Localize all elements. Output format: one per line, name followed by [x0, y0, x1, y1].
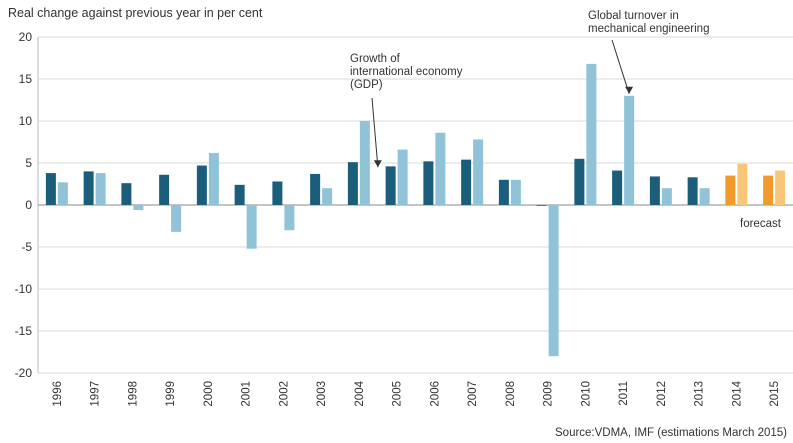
annotation-arrows [371, 39, 634, 168]
x-tick-label: 2015 [769, 381, 781, 407]
x-tick-label: 2002 [278, 381, 290, 407]
x-tick-label: 2007 [467, 381, 479, 407]
bar-gdp-2007 [473, 139, 484, 205]
bar-turnover-1997 [83, 171, 94, 205]
x-tick-label: 2012 [656, 381, 668, 407]
y-tick-label: -20 [15, 366, 33, 380]
bar-turnover-2011 [612, 170, 623, 205]
bar-gdp-2004 [359, 121, 370, 205]
bar-gdp-2006 [435, 132, 446, 205]
bar-gdp-2015 [775, 170, 786, 205]
bar-turnover-2009 [536, 205, 547, 206]
bar-gdp-2001 [246, 205, 257, 249]
bar-turnover-1996 [45, 173, 56, 205]
y-tick-label: -10 [15, 282, 33, 296]
x-tick-label: 1996 [52, 381, 64, 407]
chart-title: Real change against previous year in per… [8, 6, 263, 20]
bar-turnover-2010 [574, 158, 585, 205]
annotation-forecast: forecast [740, 218, 781, 230]
bar-turnover-1999 [159, 174, 170, 205]
annotation-gdp: Growth of international economy (GDP) [350, 53, 463, 91]
bar-turnover-2002 [272, 181, 283, 205]
x-tick-label: 2000 [203, 381, 215, 407]
arrowhead-turnover [625, 86, 634, 94]
bar-gdp-2009 [548, 205, 559, 357]
bar-turnover-2004 [347, 162, 358, 205]
x-tick-label: 2006 [429, 381, 441, 407]
x-tick-label: 1998 [127, 381, 139, 407]
x-tick-label: 2009 [543, 381, 555, 407]
x-axis-ticks: 1996 1997 1998 1999 2000 2001 2002 2003 2004 2005… [52, 380, 781, 406]
bar-turnover-1998 [121, 183, 132, 205]
y-tick-label: 10 [19, 114, 33, 128]
bar-turnover-2014 [725, 175, 736, 205]
bar-turnover-2015 [763, 175, 774, 205]
x-tick-label: 2001 [241, 381, 253, 407]
bar-gdp-2000 [208, 152, 219, 205]
bar-gdp-1997 [95, 173, 106, 205]
bar-gdp-2010 [586, 63, 597, 205]
x-tick-label: 2010 [580, 381, 592, 407]
y-tick-label: 5 [25, 156, 32, 170]
bar-turnover-2005 [385, 166, 396, 205]
y-tick-label: 15 [19, 72, 33, 86]
bar-gdp-2012 [661, 188, 672, 205]
arrow-gdp [371, 97, 379, 168]
bar-turnover-2013 [687, 177, 698, 205]
bar-gdp-1998 [133, 205, 144, 211]
arrow-turnover [611, 39, 630, 94]
y-axis-ticks: 20 15 10 5 0 -5 -10 -15 -20 [15, 30, 33, 380]
source-note: Source:VDMA, IMF (estimations March 2015… [555, 427, 787, 439]
bar-turnover-2008 [498, 179, 509, 205]
bar-turnover-2007 [461, 159, 472, 205]
bar-gdp-2014 [737, 163, 748, 205]
y-tick-label: 0 [25, 198, 32, 212]
x-tick-label: 2014 [731, 380, 743, 406]
x-tick-label: 2005 [392, 381, 404, 407]
x-tick-label: 1999 [165, 381, 177, 407]
bar-gdp-2002 [284, 205, 295, 231]
annotation-turnover: Global turnover in mechanical engineerin… [588, 10, 710, 35]
x-tick-label: 1997 [90, 381, 102, 407]
bars [45, 63, 786, 357]
gridlines [37, 36, 793, 374]
x-tick-label: 2011 [618, 381, 630, 406]
bar-gdp-1996 [57, 182, 68, 205]
bar-turnover-2001 [234, 184, 245, 205]
bar-gdp-2011 [624, 95, 635, 205]
bar-turnover-2000 [196, 165, 207, 205]
bar-gdp-2013 [699, 188, 710, 205]
bar-gdp-2005 [397, 149, 408, 205]
x-tick-label: 2008 [505, 381, 517, 407]
bar-turnover-2006 [423, 161, 434, 205]
bar-gdp-2008 [510, 179, 521, 205]
bar-turnover-2003 [310, 173, 321, 205]
x-tick-label: 2013 [694, 381, 706, 407]
bar-gdp-1999 [171, 205, 182, 232]
arrowhead-gdp [373, 160, 382, 168]
y-tick-label: -5 [21, 240, 32, 254]
bar-gdp-2003 [322, 188, 333, 205]
y-tick-label: 20 [19, 30, 33, 44]
x-tick-label: 2004 [354, 380, 366, 406]
bar-turnover-2012 [649, 176, 660, 205]
x-tick-label: 2003 [316, 381, 328, 407]
y-tick-label: -15 [15, 324, 33, 338]
